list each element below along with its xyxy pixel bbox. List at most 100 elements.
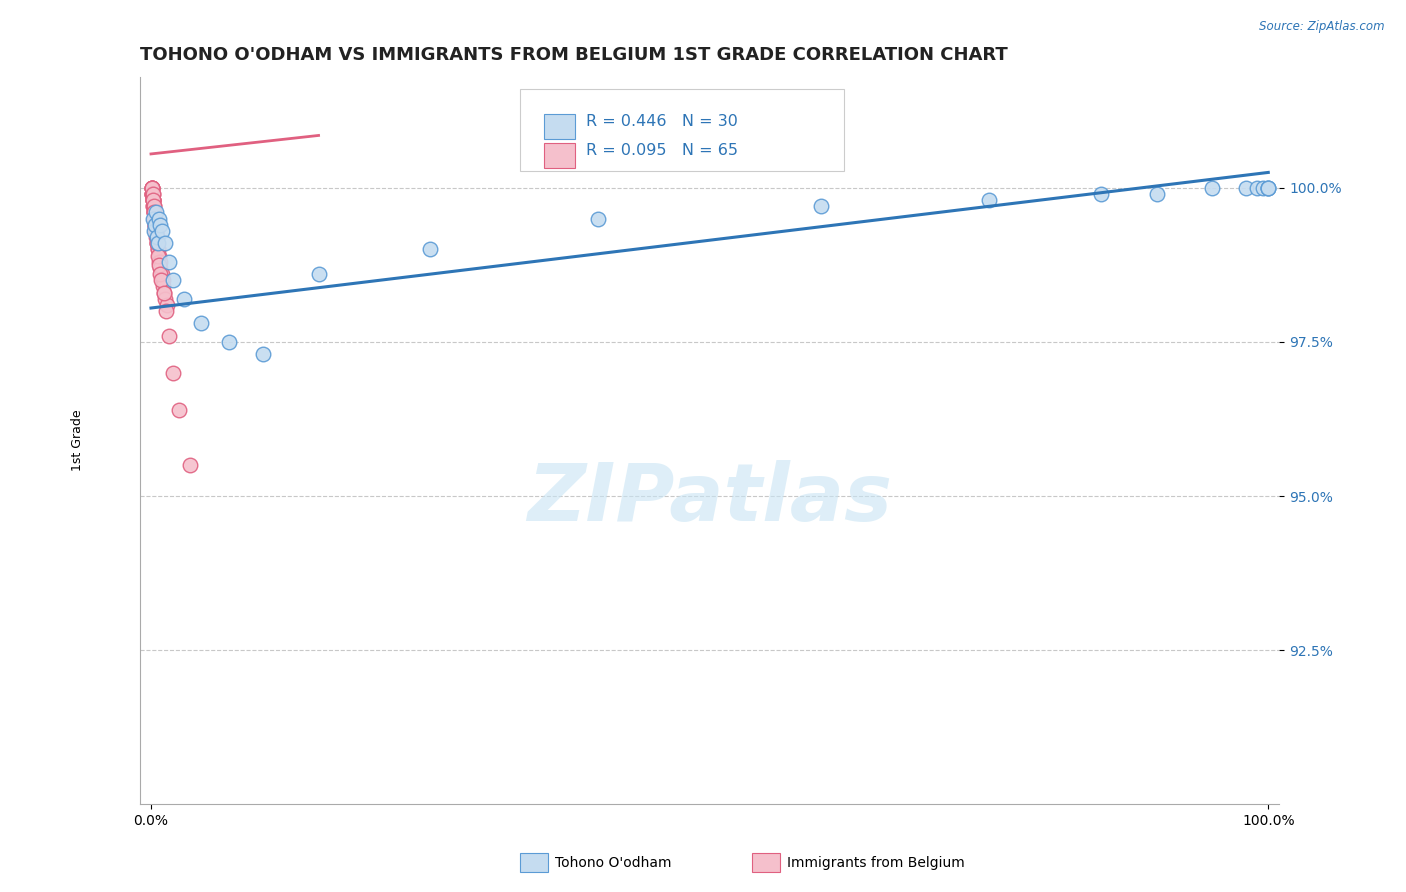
Point: [146, 230, 169, 244]
Point: [146, 236, 169, 251]
Point: [141, 186, 163, 201]
Point: [142, 205, 165, 219]
Point: [810, 199, 832, 213]
Point: [1251, 181, 1274, 195]
Point: [977, 193, 1000, 207]
Point: [149, 218, 172, 232]
Point: [150, 267, 173, 281]
Text: R = 0.095   N = 65: R = 0.095 N = 65: [586, 144, 738, 158]
Point: [141, 181, 163, 195]
Point: [162, 273, 184, 287]
Point: [155, 304, 177, 318]
Point: [167, 402, 190, 417]
Point: [1246, 181, 1268, 195]
Point: [143, 211, 166, 226]
Point: [142, 193, 165, 207]
Point: [173, 292, 195, 306]
Point: [145, 230, 167, 244]
Point: [190, 317, 212, 331]
Point: [145, 224, 167, 238]
Point: [142, 199, 165, 213]
Point: [145, 227, 167, 241]
Point: [148, 249, 170, 263]
Text: R = 0.446   N = 30: R = 0.446 N = 30: [586, 114, 738, 129]
Point: [143, 218, 166, 232]
Point: [146, 249, 169, 263]
Point: [146, 236, 169, 251]
Point: [218, 334, 240, 349]
Point: [143, 205, 166, 219]
Point: [145, 205, 167, 219]
Point: [143, 218, 166, 232]
Point: [146, 236, 169, 251]
Point: [143, 211, 166, 226]
Point: [143, 218, 166, 232]
Point: [308, 267, 330, 281]
Point: [142, 205, 165, 219]
Point: [1257, 181, 1279, 195]
Text: Source: ZipAtlas.com: Source: ZipAtlas.com: [1260, 20, 1385, 33]
Point: [155, 236, 177, 251]
Point: [143, 205, 166, 219]
Point: [1146, 186, 1168, 201]
Point: [149, 254, 172, 268]
Point: [143, 218, 166, 232]
Point: [1234, 181, 1257, 195]
Point: [1257, 181, 1279, 195]
Point: [142, 199, 165, 213]
Point: [141, 186, 163, 201]
Text: ZIPatlas: ZIPatlas: [527, 459, 893, 538]
Point: [162, 366, 184, 380]
Point: [142, 193, 165, 207]
Point: [1201, 181, 1223, 195]
Point: [142, 224, 165, 238]
Point: [148, 211, 170, 226]
Point: [1090, 186, 1112, 201]
Point: [141, 181, 163, 195]
Text: Tohono O'odham: Tohono O'odham: [555, 855, 672, 870]
Point: [152, 279, 174, 293]
Point: [145, 230, 167, 244]
Point: [152, 273, 174, 287]
Point: [153, 285, 176, 300]
Point: [143, 211, 166, 226]
Point: [146, 243, 169, 257]
Point: [142, 193, 165, 207]
Point: [145, 224, 167, 238]
Point: [150, 273, 173, 287]
Text: Immigrants from Belgium: Immigrants from Belgium: [787, 855, 965, 870]
Point: [153, 285, 176, 300]
Point: [141, 181, 163, 195]
Point: [586, 211, 609, 226]
Point: [141, 186, 163, 201]
Point: [142, 211, 165, 226]
Point: [150, 267, 173, 281]
Point: [142, 199, 165, 213]
Point: [1257, 181, 1279, 195]
Point: [148, 243, 170, 257]
Point: [143, 211, 166, 226]
Point: [155, 292, 177, 306]
Point: [157, 254, 180, 268]
Point: [179, 458, 201, 473]
Point: [148, 254, 170, 268]
Point: [141, 181, 163, 195]
Point: [155, 298, 177, 312]
Point: [142, 193, 165, 207]
Y-axis label: 1st Grade: 1st Grade: [72, 409, 84, 471]
Point: [142, 199, 165, 213]
Point: [252, 347, 274, 361]
Point: [149, 273, 172, 287]
Text: TOHONO O'ODHAM VS IMMIGRANTS FROM BELGIUM 1ST GRADE CORRELATION CHART: TOHONO O'ODHAM VS IMMIGRANTS FROM BELGIU…: [139, 46, 1008, 64]
Point: [419, 243, 441, 257]
Point: [141, 181, 163, 195]
Point: [157, 328, 180, 343]
Point: [149, 260, 172, 275]
Point: [141, 186, 163, 201]
Point: [142, 193, 165, 207]
Point: [148, 236, 170, 251]
Point: [148, 258, 170, 272]
Point: [142, 186, 165, 201]
Point: [141, 186, 163, 201]
Point: [143, 220, 166, 235]
